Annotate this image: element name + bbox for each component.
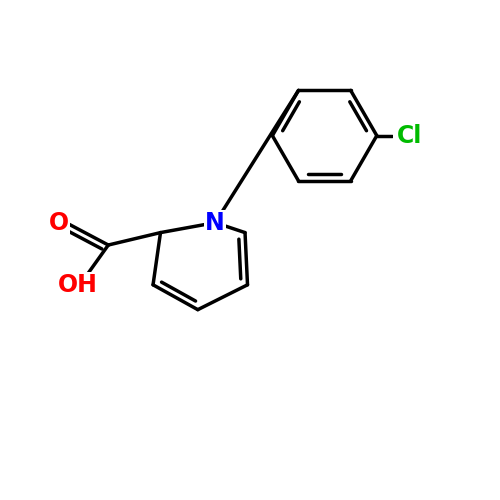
Text: N: N [206, 210, 225, 234]
Bar [48, 210, 70, 235]
Bar [62, 272, 94, 297]
Text: OH: OH [58, 273, 98, 297]
Text: O: O [48, 210, 68, 234]
Bar [204, 210, 227, 235]
Text: Cl: Cl [396, 124, 422, 148]
Bar [393, 123, 426, 148]
